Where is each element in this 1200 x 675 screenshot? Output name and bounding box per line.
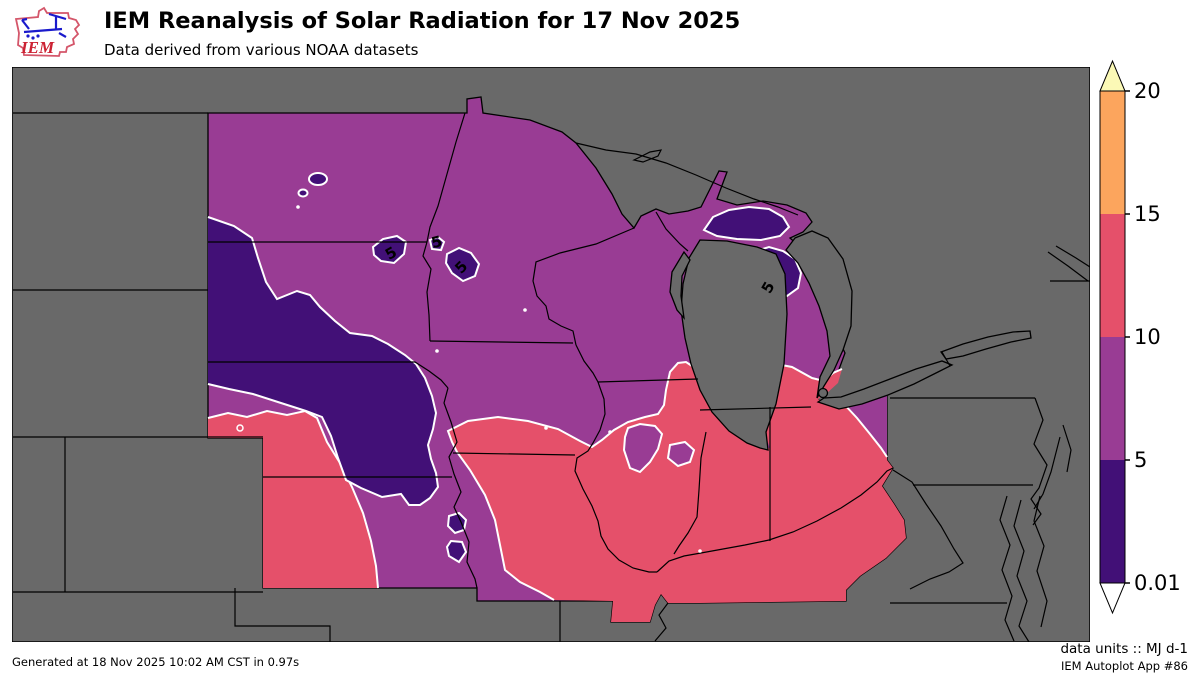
green-bay [669, 250, 691, 321]
colorbar-tick-label: 10 [1134, 325, 1161, 349]
logo-text: IEM [20, 38, 55, 57]
colorbar-under-arrow [1099, 582, 1126, 615]
vane-dot [36, 34, 40, 38]
surrounding-borders [13, 112, 1090, 642]
page-subtitle: Data derived from various NOAA datasets [104, 41, 419, 59]
contour-dot-10-15 [236, 424, 244, 432]
colorbar-tick-label: 20 [1134, 79, 1161, 103]
small-lake-dots [296, 205, 702, 553]
colorbar-ticks [1125, 90, 1130, 584]
app-attribution: IEM Autoplot App #86 [1060, 659, 1188, 673]
contour-line-5-dakotas [207, 216, 440, 506]
contour-island-5-10 [622, 422, 664, 474]
contour-fill-10-15-west [208, 411, 378, 588]
contour-fill-0-5-dakotas [208, 217, 438, 505]
colorbar-band-0-5 [1100, 460, 1125, 583]
colorbar-band-10-15 [1100, 214, 1125, 337]
vane-dot [26, 34, 30, 38]
lake-michigan [680, 239, 788, 451]
contour-line-10-west [207, 409, 379, 589]
iem-logo: IEM [14, 6, 81, 57]
state-borders [208, 112, 894, 589]
contour-line-10-ne-ohio [842, 402, 888, 458]
colorbar-band-5-10 [1100, 337, 1125, 460]
contour-island-5-10 [666, 440, 696, 468]
lake-erie [816, 360, 954, 410]
colorbar-over-arrow [1099, 59, 1126, 92]
colorbar-tick-label: 5 [1134, 448, 1147, 472]
great-lakes [669, 230, 1032, 451]
data-units-label: data units :: MJ d-1 [1060, 641, 1188, 657]
contour-line-10-east [446, 360, 693, 601]
colorbar-band-15-20 [1100, 91, 1125, 214]
vane-dot [31, 36, 35, 40]
lake-ontario [939, 330, 1032, 360]
iowa-outline-icon [14, 6, 81, 57]
colorbar-tick-label: 15 [1134, 202, 1161, 226]
contour-label: 5 [429, 232, 444, 252]
contour-fill-10-15-east [448, 362, 906, 622]
weather-vane-icon [21, 12, 67, 38]
generated-timestamp: Generated at 18 Nov 2025 10:02 AM CST in… [12, 655, 300, 669]
colorbar-tick-label: 0.01 [1134, 571, 1181, 595]
lake-st-clair [817, 387, 829, 399]
solar-radiation-map: 5 5 5 5 [12, 67, 1090, 642]
contour-blobs-0-5-minnesota [297, 172, 481, 283]
colorbar: 20 15 10 5 0.01 [1099, 59, 1181, 615]
page-title: IEM Reanalysis of Solar Radiation for 17… [104, 8, 741, 34]
